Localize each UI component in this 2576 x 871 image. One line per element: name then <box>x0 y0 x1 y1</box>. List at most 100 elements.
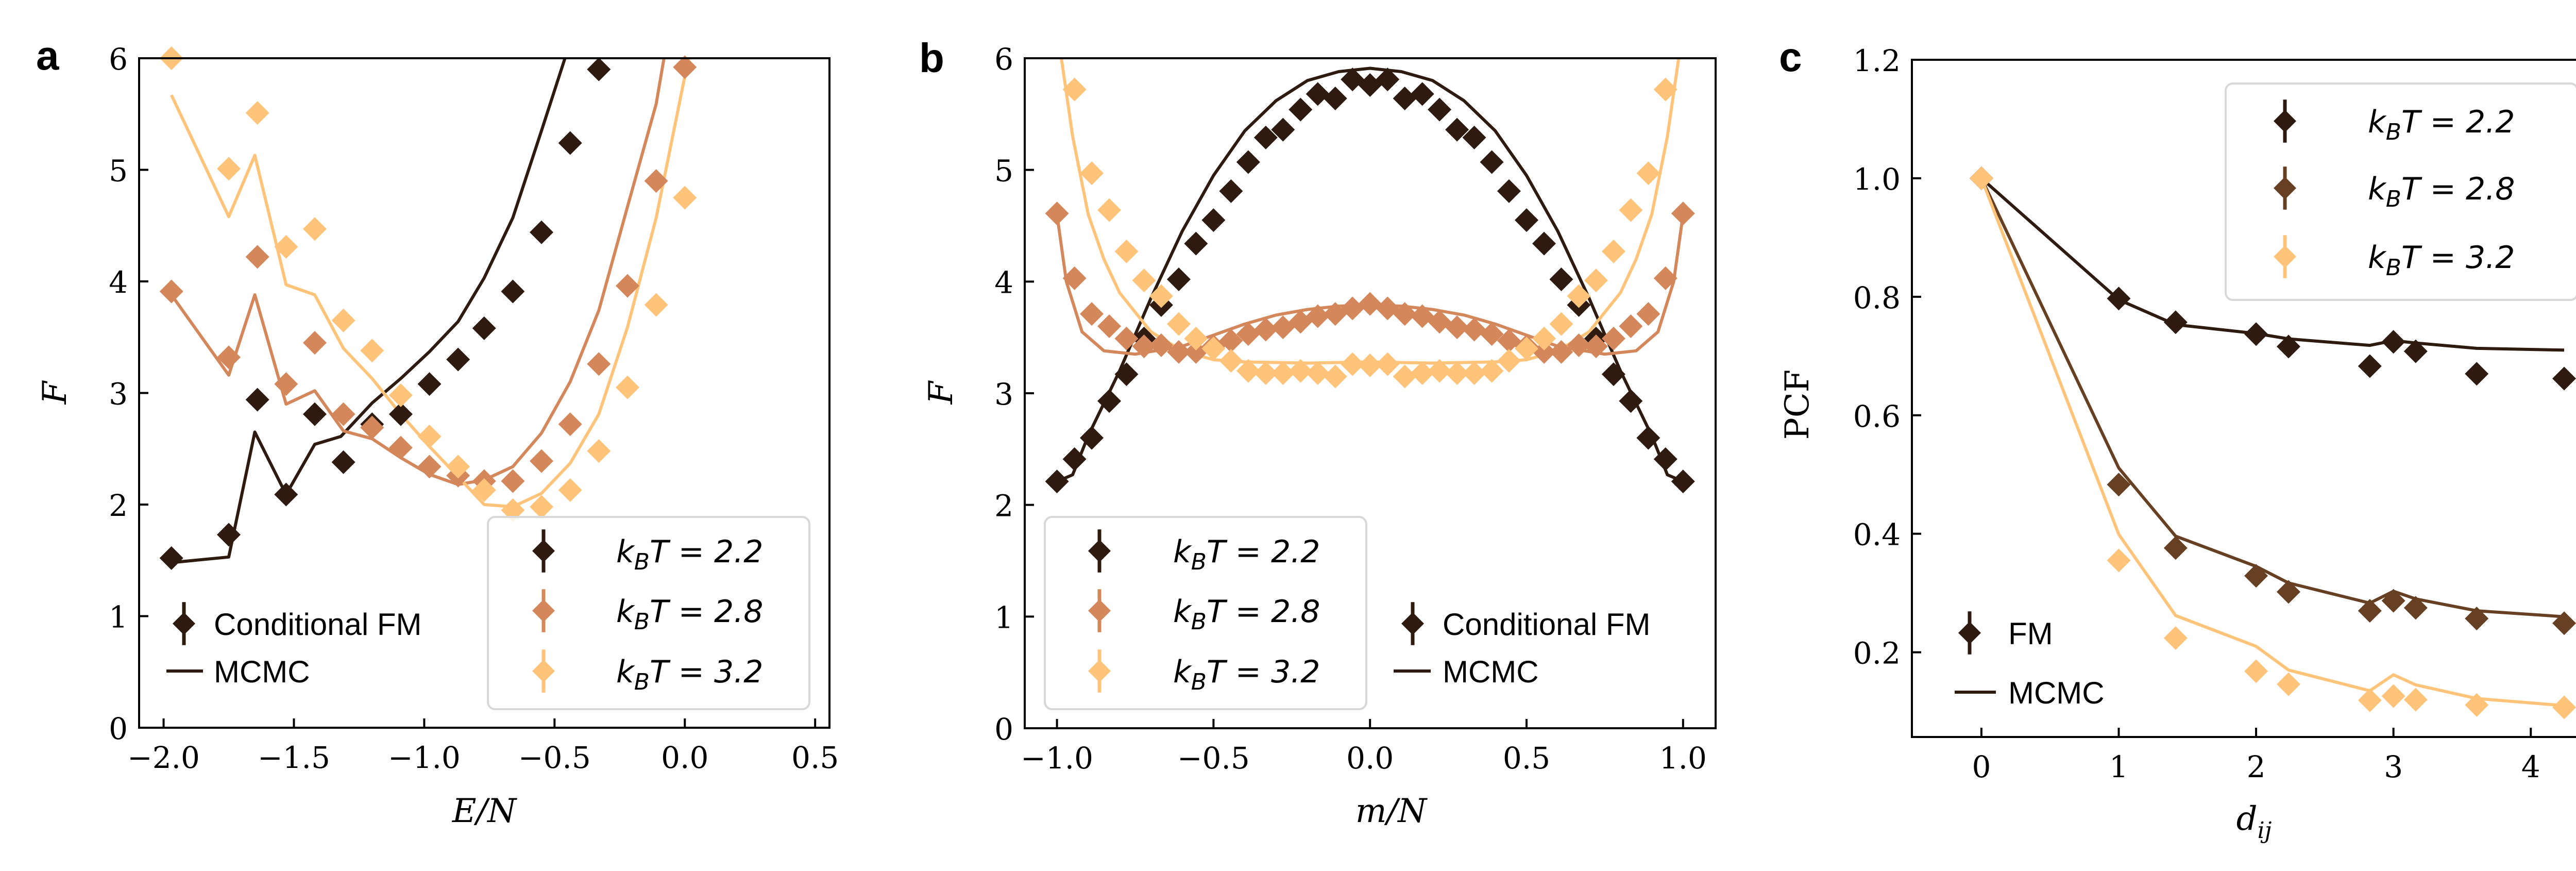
data-point-series-0 <box>472 316 496 340</box>
data-point-series-0 <box>274 482 298 507</box>
data-point-series-2 <box>302 217 327 241</box>
legend-marker-series-0 <box>1088 540 1111 562</box>
data-point-series-0 <box>1532 231 1556 256</box>
data-point-series-0 <box>1515 208 1539 232</box>
data-point-series-0 <box>2552 366 2576 391</box>
data-point-series-0 <box>1636 426 1660 450</box>
data-point-series-1 <box>1132 334 1156 358</box>
data-point-series-0 <box>1097 389 1122 413</box>
data-point-series-2 <box>1201 337 1226 361</box>
data-point-series-2 <box>587 439 611 463</box>
legend-marker-series-0 <box>532 540 555 562</box>
legend-label-k: k <box>2368 240 2387 276</box>
y-tick-label: 4 <box>109 265 128 300</box>
data-point-series-1 <box>1149 333 1173 357</box>
data-point-series-1 <box>2465 607 2489 631</box>
legend-label-series-2: kBT = 3.2 <box>616 654 763 695</box>
mcmc-line-series-0 <box>1056 66 1684 483</box>
legend-label-series-0: kBT = 2.2 <box>616 534 763 575</box>
data-point-series-1 <box>501 469 525 493</box>
data-point-series-0 <box>1062 447 1087 471</box>
data-point-series-2 <box>1969 166 1993 190</box>
data-point-series-0 <box>1601 362 1625 387</box>
data-point-series-0 <box>1410 82 1434 106</box>
data-point-series-1 <box>417 455 442 479</box>
data-point-series-1 <box>1097 314 1122 338</box>
data-point-series-2 <box>1132 269 1156 293</box>
y-tick-label: 5 <box>109 154 128 189</box>
data-point-series-0 <box>245 388 269 412</box>
data-point-series-0 <box>2358 354 2382 378</box>
data-point-series-2 <box>274 234 298 259</box>
data-point-series-2 <box>2552 695 2576 719</box>
data-point-series-2 <box>2465 693 2489 717</box>
data-point-series-2 <box>1601 239 1625 263</box>
data-point-series-1 <box>1497 329 1521 353</box>
y-tick-label: 6 <box>994 42 1013 77</box>
data-point-series-2 <box>1289 359 1313 383</box>
data-point-series-0 <box>1671 470 1695 494</box>
method-legend: Conditional FM MCMC <box>1394 602 1651 689</box>
legend-label-sub: B <box>2386 186 2401 212</box>
legend-label-rest: T = 2.8 <box>650 594 764 630</box>
data-point-series-1 <box>1636 302 1660 326</box>
data-point-series-2 <box>1653 77 1677 102</box>
legend-marker-series-1 <box>1088 599 1111 622</box>
y-tick-label: 1.0 <box>1853 162 1901 197</box>
data-point-series-2 <box>644 293 668 317</box>
y-axis-label: PCF <box>1778 370 1817 440</box>
data-point-series-1 <box>1584 334 1608 358</box>
data-point-series-2 <box>2163 626 2188 650</box>
data-point-series-0 <box>2465 362 2489 386</box>
data-point-series-1 <box>1445 315 1469 340</box>
data-point-series-1 <box>1393 302 1417 326</box>
data-point-series-2 <box>2358 688 2382 712</box>
data-point-series-2 <box>1393 364 1417 389</box>
legend-label-rest: T = 2.8 <box>1207 594 1320 630</box>
data-point-series-2 <box>1341 352 1365 376</box>
x-tick-label: 3 <box>2384 749 2403 784</box>
data-point-series-0 <box>388 402 413 426</box>
legend-label-mcmc: MCMC <box>214 655 310 689</box>
data-point-series-0 <box>1253 125 1278 149</box>
plot-area <box>159 46 697 570</box>
mcmc-line-series-0 <box>171 58 567 564</box>
legend-label-series-0: kBT = 2.2 <box>1173 534 1320 575</box>
x-tick-label: 1.0 <box>1659 741 1707 776</box>
legend-label-k: k <box>1173 654 1192 690</box>
data-point-series-0 <box>2276 334 2300 359</box>
data-point-series-0 <box>1376 68 1400 92</box>
mcmc-line-series-2 <box>1060 58 1681 365</box>
data-point-series-2 <box>1219 349 1243 373</box>
data-point-series-0 <box>446 347 470 372</box>
data-point-series-1 <box>1236 322 1260 346</box>
data-point-series-2 <box>530 495 554 519</box>
legend-label-k: k <box>1173 594 1192 630</box>
data-point-series-0 <box>1653 447 1677 471</box>
data-point-series-1 <box>159 279 183 304</box>
legend-label-sub: B <box>634 669 650 695</box>
data-point-series-0 <box>1166 267 1191 291</box>
y-tick-label: 4 <box>994 265 1013 300</box>
y-tick-label: 6 <box>109 42 128 77</box>
data-point-series-1 <box>302 331 327 355</box>
y-tick-label: 0 <box>109 711 128 746</box>
method-legend: FM MCMC <box>1955 611 2105 710</box>
data-point-series-2 <box>1515 337 1539 361</box>
legend-marker-series-1 <box>2274 177 2296 199</box>
legend-label-rest: T = 2.8 <box>2401 171 2515 207</box>
x-axis-label: m/N <box>1355 792 1428 830</box>
data-point-series-2 <box>1497 349 1521 373</box>
x-tick-label: 0.5 <box>791 740 839 775</box>
data-point-series-2 <box>1532 326 1556 350</box>
data-point-series-2 <box>1619 198 1643 222</box>
data-point-series-1 <box>1341 296 1365 321</box>
data-point-series-1 <box>673 55 697 79</box>
data-point-series-0 <box>1236 150 1260 174</box>
x-tick-label: −1.0 <box>388 740 461 775</box>
legend-marker-series-2 <box>2274 245 2296 268</box>
